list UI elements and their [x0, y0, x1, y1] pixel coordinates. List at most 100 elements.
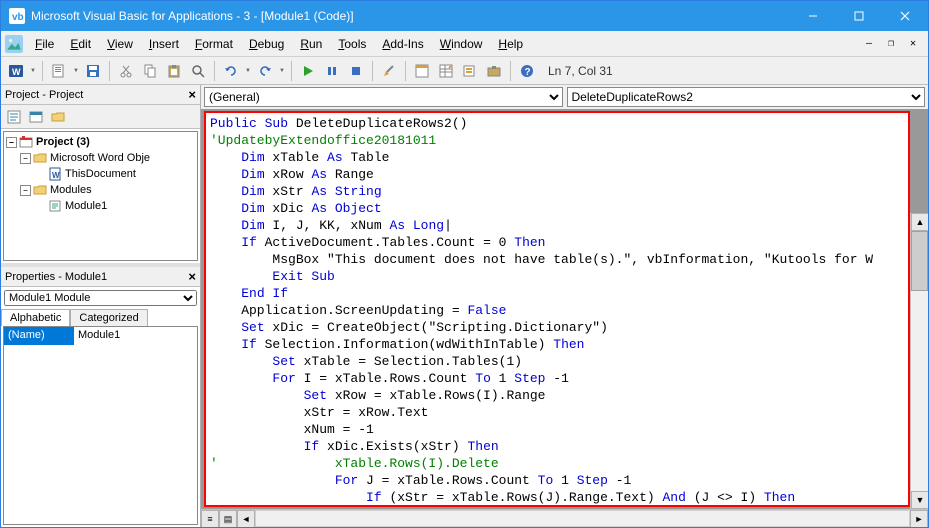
tree-modules[interactable]: − Modules	[6, 182, 195, 198]
code-editor[interactable]: Public Sub DeleteDuplicateRows2() 'Updat…	[204, 111, 910, 507]
main-body: Project - Project × − Project (3) − Micr…	[1, 85, 928, 527]
toolbox-button[interactable]	[483, 60, 505, 82]
properties-panel-title: Properties - Module1	[5, 271, 107, 283]
module-icon	[48, 199, 62, 213]
scroll-track[interactable]	[255, 510, 910, 527]
code-combo-row: (General) DeleteDuplicateRows2	[201, 85, 928, 109]
property-row[interactable]: (Name) Module1	[4, 327, 197, 345]
vba-app-icon: vb	[9, 8, 25, 24]
menu-edit[interactable]: Edit	[62, 35, 99, 53]
cursor-position-label: Ln 7, Col 31	[548, 64, 613, 78]
tab-alphabetic[interactable]: Alphabetic	[1, 309, 70, 326]
cut-button[interactable]	[115, 60, 137, 82]
svg-text:vb: vb	[12, 12, 24, 23]
code-pane: (General) DeleteDuplicateRows2 Public Su…	[201, 85, 928, 527]
find-button[interactable]	[187, 60, 209, 82]
menu-run[interactable]: Run	[292, 35, 330, 53]
save-button[interactable]	[82, 60, 104, 82]
properties-button[interactable]	[435, 60, 457, 82]
scroll-right-button[interactable]: ►	[910, 510, 928, 527]
project-root-label: Project (3)	[36, 136, 90, 148]
menu-file[interactable]: File	[27, 35, 62, 53]
mdi-restore-button[interactable]: ❐	[882, 35, 900, 53]
dropdown-indicator[interactable]: ▼	[29, 68, 37, 74]
toolbar: W ▼ ▼ ▼ ▼ ? Ln 7, Col 31	[1, 57, 928, 85]
svg-text:?: ?	[525, 67, 531, 78]
procedure-combo[interactable]: DeleteDuplicateRows2	[567, 87, 926, 107]
code-text[interactable]: Public Sub DeleteDuplicateRows2() 'Updat…	[206, 113, 908, 507]
view-code-button[interactable]	[4, 107, 24, 127]
toggle-folders-button[interactable]	[48, 107, 68, 127]
menu-tools[interactable]: Tools	[330, 35, 374, 53]
project-panel-toolbar	[1, 105, 200, 129]
tree-word-objects[interactable]: − Microsoft Word Obje	[6, 150, 195, 166]
properties-grid[interactable]: (Name) Module1	[3, 326, 198, 525]
close-button[interactable]	[882, 1, 928, 31]
redo-button[interactable]	[254, 60, 276, 82]
left-column: Project - Project × − Project (3) − Micr…	[1, 85, 201, 527]
vertical-scrollbar[interactable]: ▲ ▼	[910, 213, 928, 509]
object-combo[interactable]: (General)	[204, 87, 563, 107]
menu-items: FileEditViewInsertFormatDebugRunToolsAdd…	[27, 35, 531, 53]
help-button[interactable]: ?	[516, 60, 538, 82]
tree-label: ThisDocument	[65, 168, 136, 180]
mdi-minimize-button[interactable]: –	[860, 35, 878, 53]
project-tree[interactable]: − Project (3) − Microsoft Word Obje W Th…	[3, 131, 198, 261]
menu-help[interactable]: Help	[490, 35, 531, 53]
break-button[interactable]	[321, 60, 343, 82]
run-button[interactable]	[297, 60, 319, 82]
menu-window[interactable]: Window	[432, 35, 491, 53]
project-icon	[19, 135, 33, 149]
properties-object-select[interactable]: Module1 Module	[4, 290, 197, 306]
project-explorer-button[interactable]	[411, 60, 433, 82]
scroll-down-button[interactable]: ▼	[911, 491, 928, 509]
project-panel-close-button[interactable]: ×	[188, 87, 196, 102]
dropdown-indicator[interactable]: ▼	[72, 68, 80, 74]
menu-format[interactable]: Format	[187, 35, 241, 53]
property-value[interactable]: Module1	[74, 327, 197, 345]
tree-label: Microsoft Word Obje	[50, 152, 150, 164]
view-object-button[interactable]	[26, 107, 46, 127]
collapse-icon[interactable]: −	[20, 153, 31, 164]
word-doc-icon: W	[48, 167, 62, 181]
mdi-close-button[interactable]: ✕	[904, 35, 922, 53]
minimize-button[interactable]	[790, 1, 836, 31]
properties-panel-header: Properties - Module1 ×	[1, 267, 200, 287]
menu-view[interactable]: View	[99, 35, 141, 53]
horizontal-scrollbar[interactable]: ≡ ▤ ◄ ►	[201, 509, 928, 527]
word-view-button[interactable]: W	[5, 60, 27, 82]
collapse-icon[interactable]: −	[6, 137, 17, 148]
object-browser-button[interactable]	[459, 60, 481, 82]
svg-text:W: W	[52, 171, 60, 180]
titlebar: vb Microsoft Visual Basic for Applicatio…	[1, 1, 928, 31]
maximize-button[interactable]	[836, 1, 882, 31]
tree-label: Module1	[65, 200, 107, 212]
menubar: FileEditViewInsertFormatDebugRunToolsAdd…	[1, 31, 928, 57]
menu-debug[interactable]: Debug	[241, 35, 292, 53]
tree-this-document[interactable]: W ThisDocument	[6, 166, 195, 182]
scroll-left-button[interactable]: ◄	[237, 510, 255, 527]
scroll-thumb[interactable]	[911, 231, 928, 291]
copy-button[interactable]	[139, 60, 161, 82]
reset-button[interactable]	[345, 60, 367, 82]
menu-insert[interactable]: Insert	[141, 35, 187, 53]
tree-label: Modules	[50, 184, 92, 196]
menu-addins[interactable]: Add-Ins	[374, 35, 431, 53]
dropdown-indicator[interactable]: ▼	[244, 68, 252, 74]
paste-button[interactable]	[163, 60, 185, 82]
properties-tabs: Alphabetic Categorized	[1, 309, 200, 326]
property-name: (Name)	[4, 327, 74, 345]
dropdown-indicator[interactable]: ▼	[278, 68, 286, 74]
undo-button[interactable]	[220, 60, 242, 82]
insert-module-button[interactable]	[48, 60, 70, 82]
properties-panel-close-button[interactable]: ×	[188, 269, 196, 284]
full-module-view-button[interactable]: ▤	[219, 510, 237, 527]
tree-module1[interactable]: Module1	[6, 198, 195, 214]
tab-categorized[interactable]: Categorized	[70, 309, 147, 326]
tree-project-root[interactable]: − Project (3)	[6, 134, 195, 150]
design-mode-button[interactable]	[378, 60, 400, 82]
scroll-up-button[interactable]: ▲	[911, 213, 928, 231]
system-menu-icon[interactable]	[5, 35, 23, 53]
procedure-view-button[interactable]: ≡	[201, 510, 219, 527]
collapse-icon[interactable]: −	[20, 185, 31, 196]
